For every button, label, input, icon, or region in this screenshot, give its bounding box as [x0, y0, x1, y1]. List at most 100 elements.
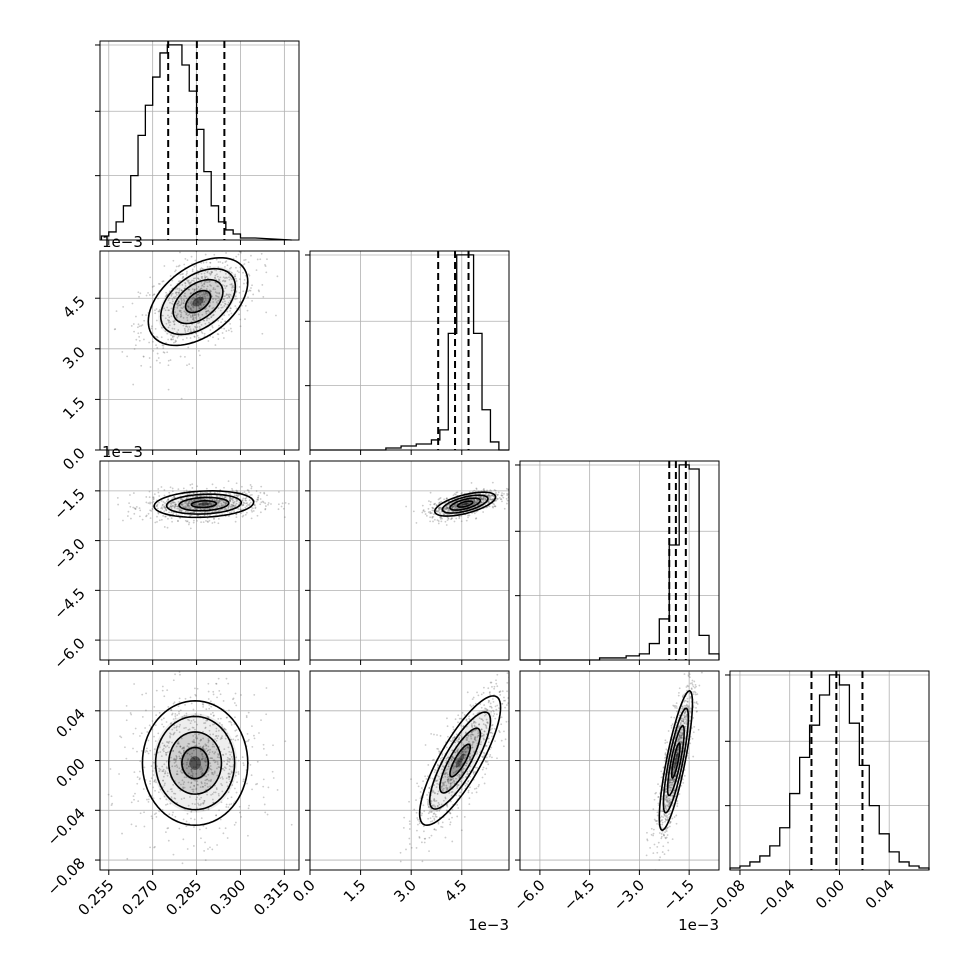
scatter-point [193, 319, 196, 322]
scatter-point [214, 735, 217, 738]
scatter-point [486, 489, 488, 492]
scatter-point [683, 722, 686, 725]
scatter-point [220, 502, 223, 505]
scatter-point [457, 714, 460, 717]
scatter-point [206, 715, 209, 718]
scatter-point [478, 723, 480, 726]
scatter-point [449, 823, 451, 826]
scatter-point [217, 501, 220, 504]
scatter-point [451, 755, 454, 758]
scatter-point [173, 335, 175, 338]
scatter-point [484, 499, 487, 501]
scatter-point [228, 500, 231, 503]
scatter-point [206, 778, 209, 781]
scatter-point [192, 790, 195, 793]
scatter-point [176, 766, 179, 768]
scatter-point [480, 501, 483, 504]
scatter-point [685, 703, 688, 706]
scatter-point [433, 518, 436, 521]
scatter-point [485, 718, 488, 721]
scatter-point [199, 503, 201, 506]
scatter-point [205, 495, 208, 497]
scatter-point [259, 258, 262, 261]
scatter-point [138, 507, 141, 510]
scatter-point [165, 804, 167, 806]
scatter-point [247, 711, 250, 714]
scatter-point [233, 501, 236, 503]
scatter-point [496, 704, 499, 707]
scatter-point [163, 506, 166, 509]
scatter-point [231, 487, 233, 490]
scatter-point [208, 305, 211, 308]
scatter-point [449, 739, 451, 742]
scatter-point [227, 806, 230, 809]
scatter-point [465, 750, 468, 753]
scatter-point [463, 753, 466, 756]
scatter-point [202, 747, 204, 750]
scatter-point [228, 492, 230, 495]
scatter-point [491, 727, 493, 730]
scatter-point [161, 344, 164, 347]
scatter-point [491, 724, 494, 726]
scatter-point [449, 778, 452, 781]
scatter-point [227, 775, 230, 778]
scatter-point [517, 654, 519, 656]
scatter-point [138, 339, 141, 342]
scatter-point [228, 778, 231, 781]
scatter-point [201, 772, 204, 775]
scatter-point [149, 276, 152, 279]
scatter-point [172, 320, 175, 323]
scatter-point [423, 841, 426, 844]
scatter-point [166, 751, 169, 754]
scatter-point [676, 751, 678, 754]
scatter-point [228, 504, 231, 507]
scatter-point [204, 859, 207, 862]
scatter-point [148, 724, 151, 727]
scatter-point [203, 504, 206, 507]
scatter-point [262, 785, 265, 788]
scatter-point [228, 278, 231, 281]
scatter-point [206, 285, 209, 288]
scatter-point [233, 510, 236, 513]
contour-line [178, 496, 230, 512]
scatter-point [183, 746, 185, 749]
scatter-point [189, 514, 192, 517]
scatter-point [175, 745, 178, 748]
scatter-point [187, 500, 190, 503]
scatter-point [680, 740, 683, 743]
scatter-point [166, 827, 169, 830]
scatter-point [681, 734, 684, 737]
scatter-point [173, 323, 176, 326]
scatter-point [235, 704, 238, 707]
scatter-point [216, 504, 219, 507]
scatter-point [181, 716, 184, 719]
scatter-point [168, 491, 171, 494]
scatter-point [225, 677, 228, 680]
scatter-point [130, 801, 133, 804]
scatter-point [147, 798, 150, 801]
scatter-point [415, 522, 418, 524]
scatter-point [225, 502, 228, 505]
scatter-point [462, 502, 464, 505]
scatter-point [231, 286, 233, 289]
scatter-point [217, 278, 220, 281]
scatter-point [664, 799, 667, 801]
scatter-point [427, 817, 430, 820]
scatter-point [173, 761, 176, 764]
scatter-point [237, 738, 239, 741]
scatter-point [488, 494, 490, 497]
scatter-point [197, 314, 200, 317]
scatter-point [174, 797, 177, 800]
scatter-point [466, 502, 469, 505]
scatter-point [172, 718, 175, 721]
scatter-point [229, 294, 232, 296]
scatter-point [434, 792, 436, 795]
scatter-point [500, 666, 502, 668]
scatter-point [209, 284, 211, 286]
scatter-point [194, 325, 196, 328]
scatter-point [217, 299, 220, 302]
scatter-point [478, 783, 480, 786]
scatter-point [473, 502, 475, 505]
scatter-point [155, 689, 158, 692]
scatter-point [151, 720, 154, 722]
